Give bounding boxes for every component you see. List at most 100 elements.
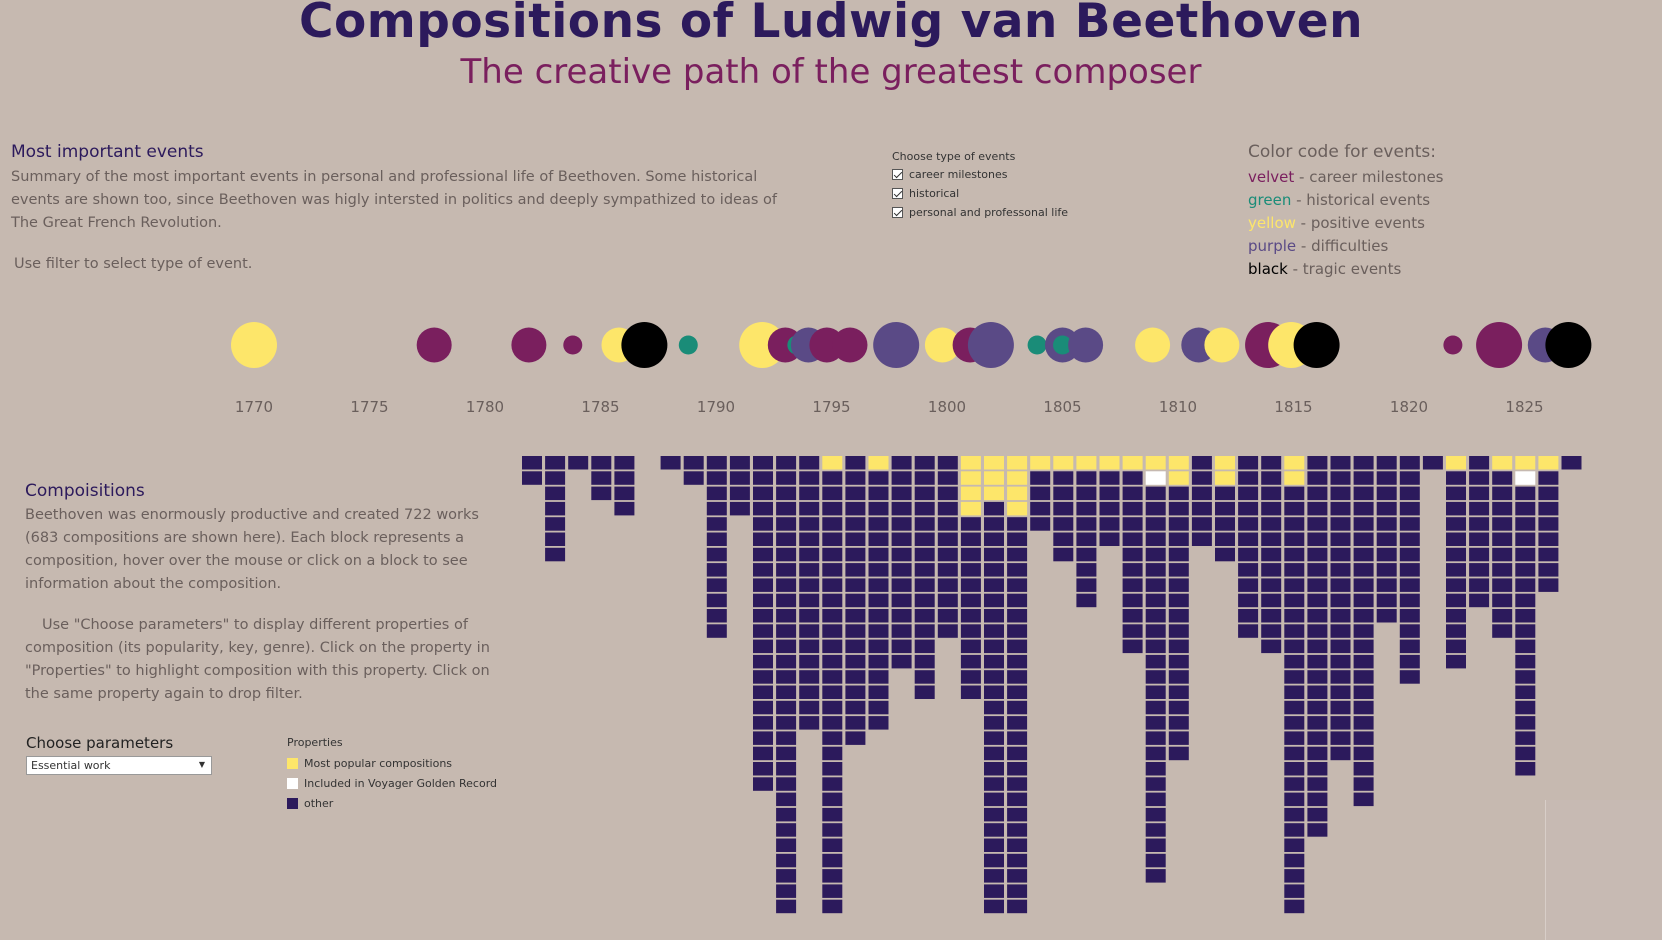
composition-block[interactable] (1076, 563, 1097, 577)
composition-block[interactable] (1307, 609, 1328, 623)
composition-block[interactable] (1007, 639, 1028, 654)
composition-block[interactable] (614, 501, 635, 516)
composition-block[interactable] (1238, 501, 1259, 516)
composition-block[interactable] (1469, 547, 1490, 562)
composition-block[interactable] (1307, 532, 1328, 547)
composition-block[interactable] (776, 486, 797, 501)
composition-block[interactable] (1076, 471, 1097, 485)
composition-block[interactable] (776, 517, 797, 531)
composition-block[interactable] (1238, 456, 1259, 470)
composition-block[interactable] (1492, 609, 1513, 623)
composition-block[interactable] (1284, 823, 1305, 837)
composition-block[interactable] (1446, 563, 1466, 577)
property-other[interactable]: other (287, 793, 497, 813)
composition-block[interactable] (984, 670, 1004, 684)
composition-block[interactable] (1145, 685, 1166, 700)
composition-block[interactable] (845, 700, 866, 715)
composition-block[interactable] (1515, 517, 1536, 531)
composition-block[interactable] (1284, 609, 1305, 623)
composition-block[interactable] (1007, 899, 1028, 914)
composition-block[interactable] (1284, 547, 1305, 562)
event-circle[interactable] (511, 327, 547, 363)
composition-block[interactable] (1145, 807, 1166, 822)
composition-block[interactable] (1284, 731, 1305, 745)
composition-block[interactable] (1330, 685, 1351, 700)
composition-block[interactable] (1238, 532, 1259, 547)
composition-block[interactable] (1538, 547, 1559, 562)
composition-block[interactable] (1353, 624, 1374, 638)
composition-block[interactable] (1376, 563, 1397, 577)
composition-block[interactable] (799, 685, 820, 700)
composition-block[interactable] (1307, 578, 1328, 592)
composition-block[interactable] (845, 654, 866, 669)
composition-block[interactable] (568, 456, 589, 470)
composition-block[interactable] (1446, 654, 1466, 669)
composition-block[interactable] (1492, 501, 1513, 516)
composition-block[interactable] (1007, 685, 1028, 700)
composition-block[interactable] (1307, 807, 1328, 822)
composition-block[interactable] (1145, 823, 1166, 837)
composition-block[interactable] (960, 501, 981, 516)
composition-block[interactable] (822, 700, 843, 715)
composition-block[interactable] (960, 486, 981, 501)
composition-block[interactable] (984, 624, 1004, 638)
composition-block[interactable] (1168, 654, 1189, 669)
composition-block[interactable] (868, 716, 889, 730)
composition-block[interactable] (1261, 471, 1282, 485)
composition-block[interactable] (1399, 593, 1420, 608)
composition-block[interactable] (614, 471, 635, 485)
composition-block[interactable] (706, 609, 727, 623)
composition-block[interactable] (545, 532, 566, 547)
composition-block[interactable] (1515, 762, 1536, 776)
composition-block[interactable] (891, 578, 912, 592)
composition-block[interactable] (914, 593, 935, 608)
composition-block[interactable] (1191, 501, 1212, 516)
composition-block[interactable] (914, 517, 935, 531)
composition-block[interactable] (753, 670, 773, 684)
filter-option-personal[interactable]: personal and professonal life (892, 203, 1068, 222)
composition-block[interactable] (522, 456, 542, 470)
composition-block[interactable] (683, 456, 704, 470)
composition-block[interactable] (776, 593, 797, 608)
composition-block[interactable] (1007, 609, 1028, 623)
composition-block[interactable] (1446, 547, 1466, 562)
composition-block[interactable] (1053, 486, 1074, 501)
composition-block[interactable] (868, 670, 889, 684)
composition-block[interactable] (776, 838, 797, 853)
composition-block[interactable] (1492, 456, 1513, 470)
composition-block[interactable] (1538, 456, 1559, 470)
composition-block[interactable] (1191, 456, 1212, 470)
composition-block[interactable] (1145, 792, 1166, 807)
composition-block[interactable] (1076, 517, 1097, 531)
composition-block[interactable] (1261, 517, 1282, 531)
composition-block[interactable] (891, 456, 912, 470)
composition-block[interactable] (984, 838, 1004, 853)
composition-block[interactable] (706, 547, 727, 562)
event-circle[interactable] (1068, 327, 1104, 363)
composition-block[interactable] (914, 532, 935, 547)
composition-block[interactable] (822, 517, 843, 531)
composition-block[interactable] (1145, 517, 1166, 531)
composition-block[interactable] (1353, 471, 1374, 485)
composition-block[interactable] (1053, 456, 1074, 470)
composition-block[interactable] (1492, 486, 1513, 501)
composition-block[interactable] (1446, 532, 1466, 547)
composition-block[interactable] (1330, 624, 1351, 638)
composition-block[interactable] (799, 716, 820, 730)
composition-block[interactable] (1238, 563, 1259, 577)
composition-block[interactable] (914, 501, 935, 516)
composition-block[interactable] (1284, 501, 1305, 516)
composition-block[interactable] (1168, 746, 1189, 761)
composition-block[interactable] (1261, 501, 1282, 516)
composition-block[interactable] (614, 456, 635, 470)
composition-block[interactable] (1353, 547, 1374, 562)
composition-block[interactable] (1492, 471, 1513, 485)
composition-block[interactable] (937, 532, 958, 547)
composition-block[interactable] (776, 746, 797, 761)
composition-block[interactable] (1076, 486, 1097, 501)
composition-block[interactable] (1469, 563, 1490, 577)
composition-block[interactable] (753, 762, 773, 776)
composition-block[interactable] (1515, 731, 1536, 745)
composition-block[interactable] (1145, 700, 1166, 715)
composition-block[interactable] (1168, 639, 1189, 654)
